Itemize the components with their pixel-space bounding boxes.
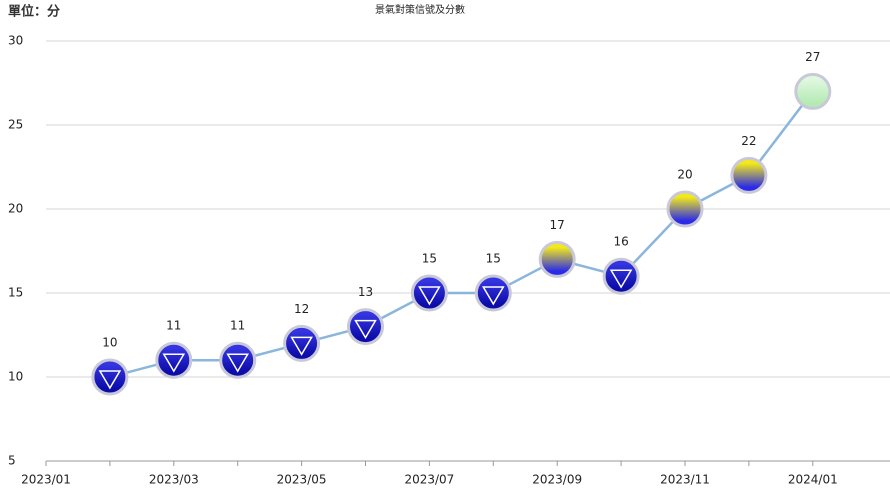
x-tick-label: 2023/05 [277, 473, 327, 487]
marker-symbol [354, 319, 377, 340]
data-label: 12 [294, 302, 309, 316]
marker [538, 240, 576, 278]
marker [794, 72, 832, 110]
marker [666, 190, 704, 228]
data-label: 27 [805, 50, 820, 64]
data-label: 15 [486, 252, 501, 266]
marker [155, 341, 193, 379]
marker-symbol [290, 336, 313, 356]
y-tick-label: 5 [8, 454, 16, 468]
marker [91, 358, 129, 396]
marker [410, 274, 448, 312]
y-tick-label: 15 [8, 286, 23, 300]
marker-symbol [418, 286, 441, 306]
marker-symbol [226, 353, 250, 373]
marker [347, 308, 384, 346]
marker [474, 274, 512, 312]
x-tick-label: 2023/03 [149, 473, 199, 487]
line [109, 90, 814, 379]
y-tick-label: 10 [8, 370, 23, 384]
marker-symbol [98, 370, 122, 390]
x-tick-label: 2023/11 [660, 473, 710, 487]
data-label: 11 [230, 319, 245, 333]
data-label: 22 [741, 134, 756, 148]
marker [602, 257, 640, 295]
x-tick-label: 2023/01 [21, 473, 71, 487]
y-axis-label: 單位：分 [8, 4, 60, 20]
data-label: 17 [550, 218, 565, 232]
marker [283, 324, 321, 362]
x-tick-label: 2023/09 [532, 473, 582, 487]
data-label: 11 [166, 319, 181, 333]
marker-symbol [609, 269, 633, 289]
x-tick-label: 2024/01 [788, 473, 838, 487]
marker-symbol [162, 353, 186, 373]
data-label: 16 [613, 235, 628, 249]
data-label: 13 [358, 285, 373, 299]
marker [219, 341, 257, 379]
data-label: 10 [102, 336, 117, 350]
marker [730, 156, 768, 194]
data-label: 20 [677, 168, 692, 182]
chart-title: 景氣對策信號及分數 [375, 3, 465, 16]
y-tick-label: 25 [8, 118, 23, 132]
y-tick-label: 20 [8, 202, 23, 216]
marker-symbol [481, 286, 505, 306]
data-label: 15 [422, 252, 437, 266]
x-tick-label: 2023/07 [404, 473, 454, 487]
y-tick-label: 30 [8, 34, 23, 48]
